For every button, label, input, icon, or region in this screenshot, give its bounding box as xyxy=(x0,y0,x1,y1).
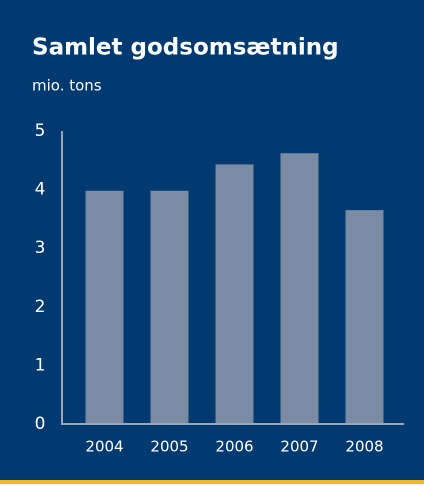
x-tick-label: 2006 xyxy=(215,438,253,456)
x-tick-label: 2008 xyxy=(345,438,383,456)
chart-title: Samlet godsomsætning xyxy=(32,35,339,61)
x-tick-label: 2005 xyxy=(150,438,188,456)
y-tick-label: 4 xyxy=(35,180,46,200)
y-tick-label: 5 xyxy=(35,121,46,141)
y-tick-label: 1 xyxy=(35,355,46,375)
y-tick-label: 3 xyxy=(35,238,46,258)
x-tick-label: 2007 xyxy=(280,438,318,456)
bar xyxy=(345,210,384,424)
bar xyxy=(85,190,124,424)
bar xyxy=(150,190,189,424)
x-tick-label: 2004 xyxy=(85,438,123,456)
bottom-border xyxy=(0,480,424,484)
chart-subtitle: mio. tons xyxy=(32,77,102,95)
bar xyxy=(215,164,254,425)
bar xyxy=(280,153,319,424)
y-tick-label: 0 xyxy=(35,414,46,434)
y-tick-label: 2 xyxy=(35,297,46,317)
